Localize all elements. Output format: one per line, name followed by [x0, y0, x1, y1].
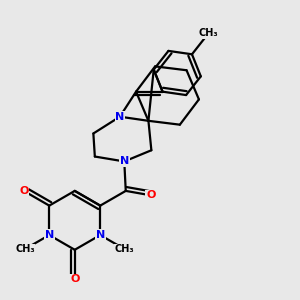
Text: O: O — [146, 190, 155, 200]
Text: N: N — [96, 230, 105, 240]
Text: N: N — [45, 230, 54, 240]
Text: O: O — [19, 186, 28, 196]
Text: N: N — [120, 157, 129, 166]
Text: N: N — [115, 112, 124, 122]
Text: O: O — [70, 274, 80, 284]
Text: CH₃: CH₃ — [15, 244, 35, 254]
Text: CH₃: CH₃ — [115, 244, 134, 254]
Text: CH₃: CH₃ — [199, 28, 218, 38]
